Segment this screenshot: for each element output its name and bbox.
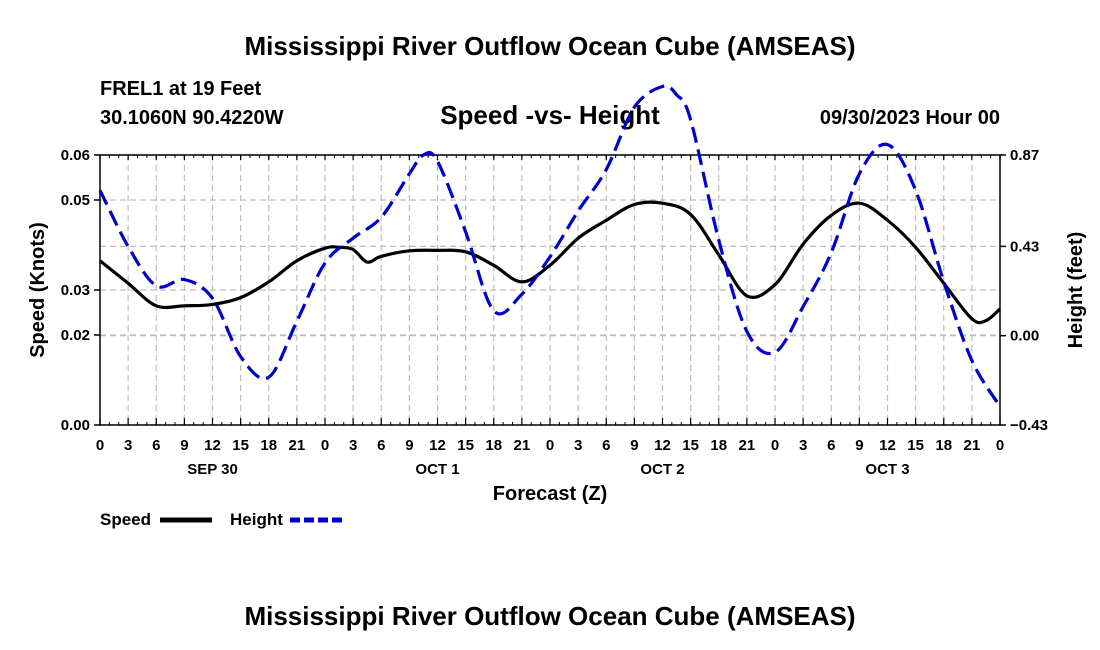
series-group (98, 84, 1002, 408)
x-tick-label: 6 (827, 437, 835, 454)
day-labels: SEP 30 OCT 1 OCT 2 OCT 3 (187, 461, 909, 478)
x-axis-label: Forecast (Z) (493, 483, 607, 505)
y-tick-label: 0.05 (61, 192, 90, 209)
x-tick-label: 18 (935, 437, 952, 454)
x-tick-label: 0 (996, 437, 1004, 454)
x-tick-label: 12 (204, 437, 221, 454)
y2-tick-label: 0.00 (1010, 328, 1039, 345)
x-tick-label: 0 (96, 437, 104, 454)
page-title: Mississippi River Outflow Ocean Cube (AM… (244, 31, 855, 61)
y2-tick-label: 0.87 (1010, 147, 1039, 164)
footer-title: Mississippi River Outflow Ocean Cube (AM… (244, 601, 855, 631)
x-tick-label: 0 (771, 437, 779, 454)
day-label: OCT 2 (640, 461, 684, 478)
x-tick-label: 15 (682, 437, 699, 454)
x-tick-label: 15 (232, 437, 249, 454)
x-tick-label: 9 (630, 437, 638, 454)
x-tick-label: 12 (429, 437, 446, 454)
y2-tick-label: 0.43 (1010, 238, 1039, 255)
x-tick-label: 12 (654, 437, 671, 454)
datetime-label: 09/30/2023 Hour 00 (820, 107, 1000, 129)
y-tick-label: 0.06 (61, 147, 90, 164)
station-label: FREL1 at 19 Feet (100, 78, 262, 100)
x-tick-label: 3 (574, 437, 582, 454)
x-tick-label: 3 (799, 437, 807, 454)
y2-tick-labels: −0.43 0.00 0.43 0.87 (1010, 147, 1048, 434)
y-tick-label: 0.02 (61, 327, 90, 344)
x-tick-label: 0 (546, 437, 554, 454)
x-tick-label: 9 (405, 437, 413, 454)
y2-tick-label: −0.43 (1010, 417, 1048, 434)
x-tick-label: 3 (349, 437, 357, 454)
legend-speed-label: Speed (100, 510, 151, 529)
day-label: OCT 1 (415, 461, 459, 478)
x-tick-label: 18 (485, 437, 502, 454)
x-tick-label: 12 (879, 437, 896, 454)
x-tick-label: 21 (739, 437, 756, 454)
legend-height-label: Height (230, 510, 283, 529)
y-tick-label: 0.03 (61, 282, 90, 299)
x-tick-label: 3 (124, 437, 132, 454)
x-tick-label: 18 (710, 437, 727, 454)
x-tick-label: 0 (321, 437, 329, 454)
x-tick-label: 21 (289, 437, 306, 454)
x-tick-label: 9 (855, 437, 863, 454)
legend: Speed Height (100, 510, 342, 529)
x-tick-label: 6 (152, 437, 160, 454)
series-line-height (98, 84, 1002, 408)
y-axis-label: Speed (Knots) (27, 222, 49, 358)
day-label: OCT 3 (865, 461, 909, 478)
x-tick-label: 18 (260, 437, 277, 454)
y-tick-labels: 0.00 0.02 0.03 0.05 0.06 (61, 147, 90, 434)
coordinates-label: 30.1060N 90.4220W (100, 107, 284, 129)
x-tick-label: 9 (180, 437, 188, 454)
grid (100, 154, 1000, 426)
y2-axis-label: Height (feet) (1065, 232, 1087, 349)
x-tick-labels: 0 3 6 9 12 15 18 21 0 3 6 9 12 15 18 21 0 3 6 9 12 15 18 21 0 3 6 9… (96, 437, 1004, 454)
x-tick-label: 21 (964, 437, 981, 454)
chart-title: Speed -vs- Height (440, 100, 660, 130)
y-tick-label: 0.00 (61, 417, 90, 434)
tick-marks (94, 154, 1006, 426)
x-tick-label: 6 (602, 437, 610, 454)
x-tick-label: 15 (457, 437, 474, 454)
x-tick-label: 15 (907, 437, 924, 454)
x-tick-label: 21 (514, 437, 531, 454)
x-tick-label: 6 (377, 437, 385, 454)
day-label: SEP 30 (187, 461, 238, 478)
